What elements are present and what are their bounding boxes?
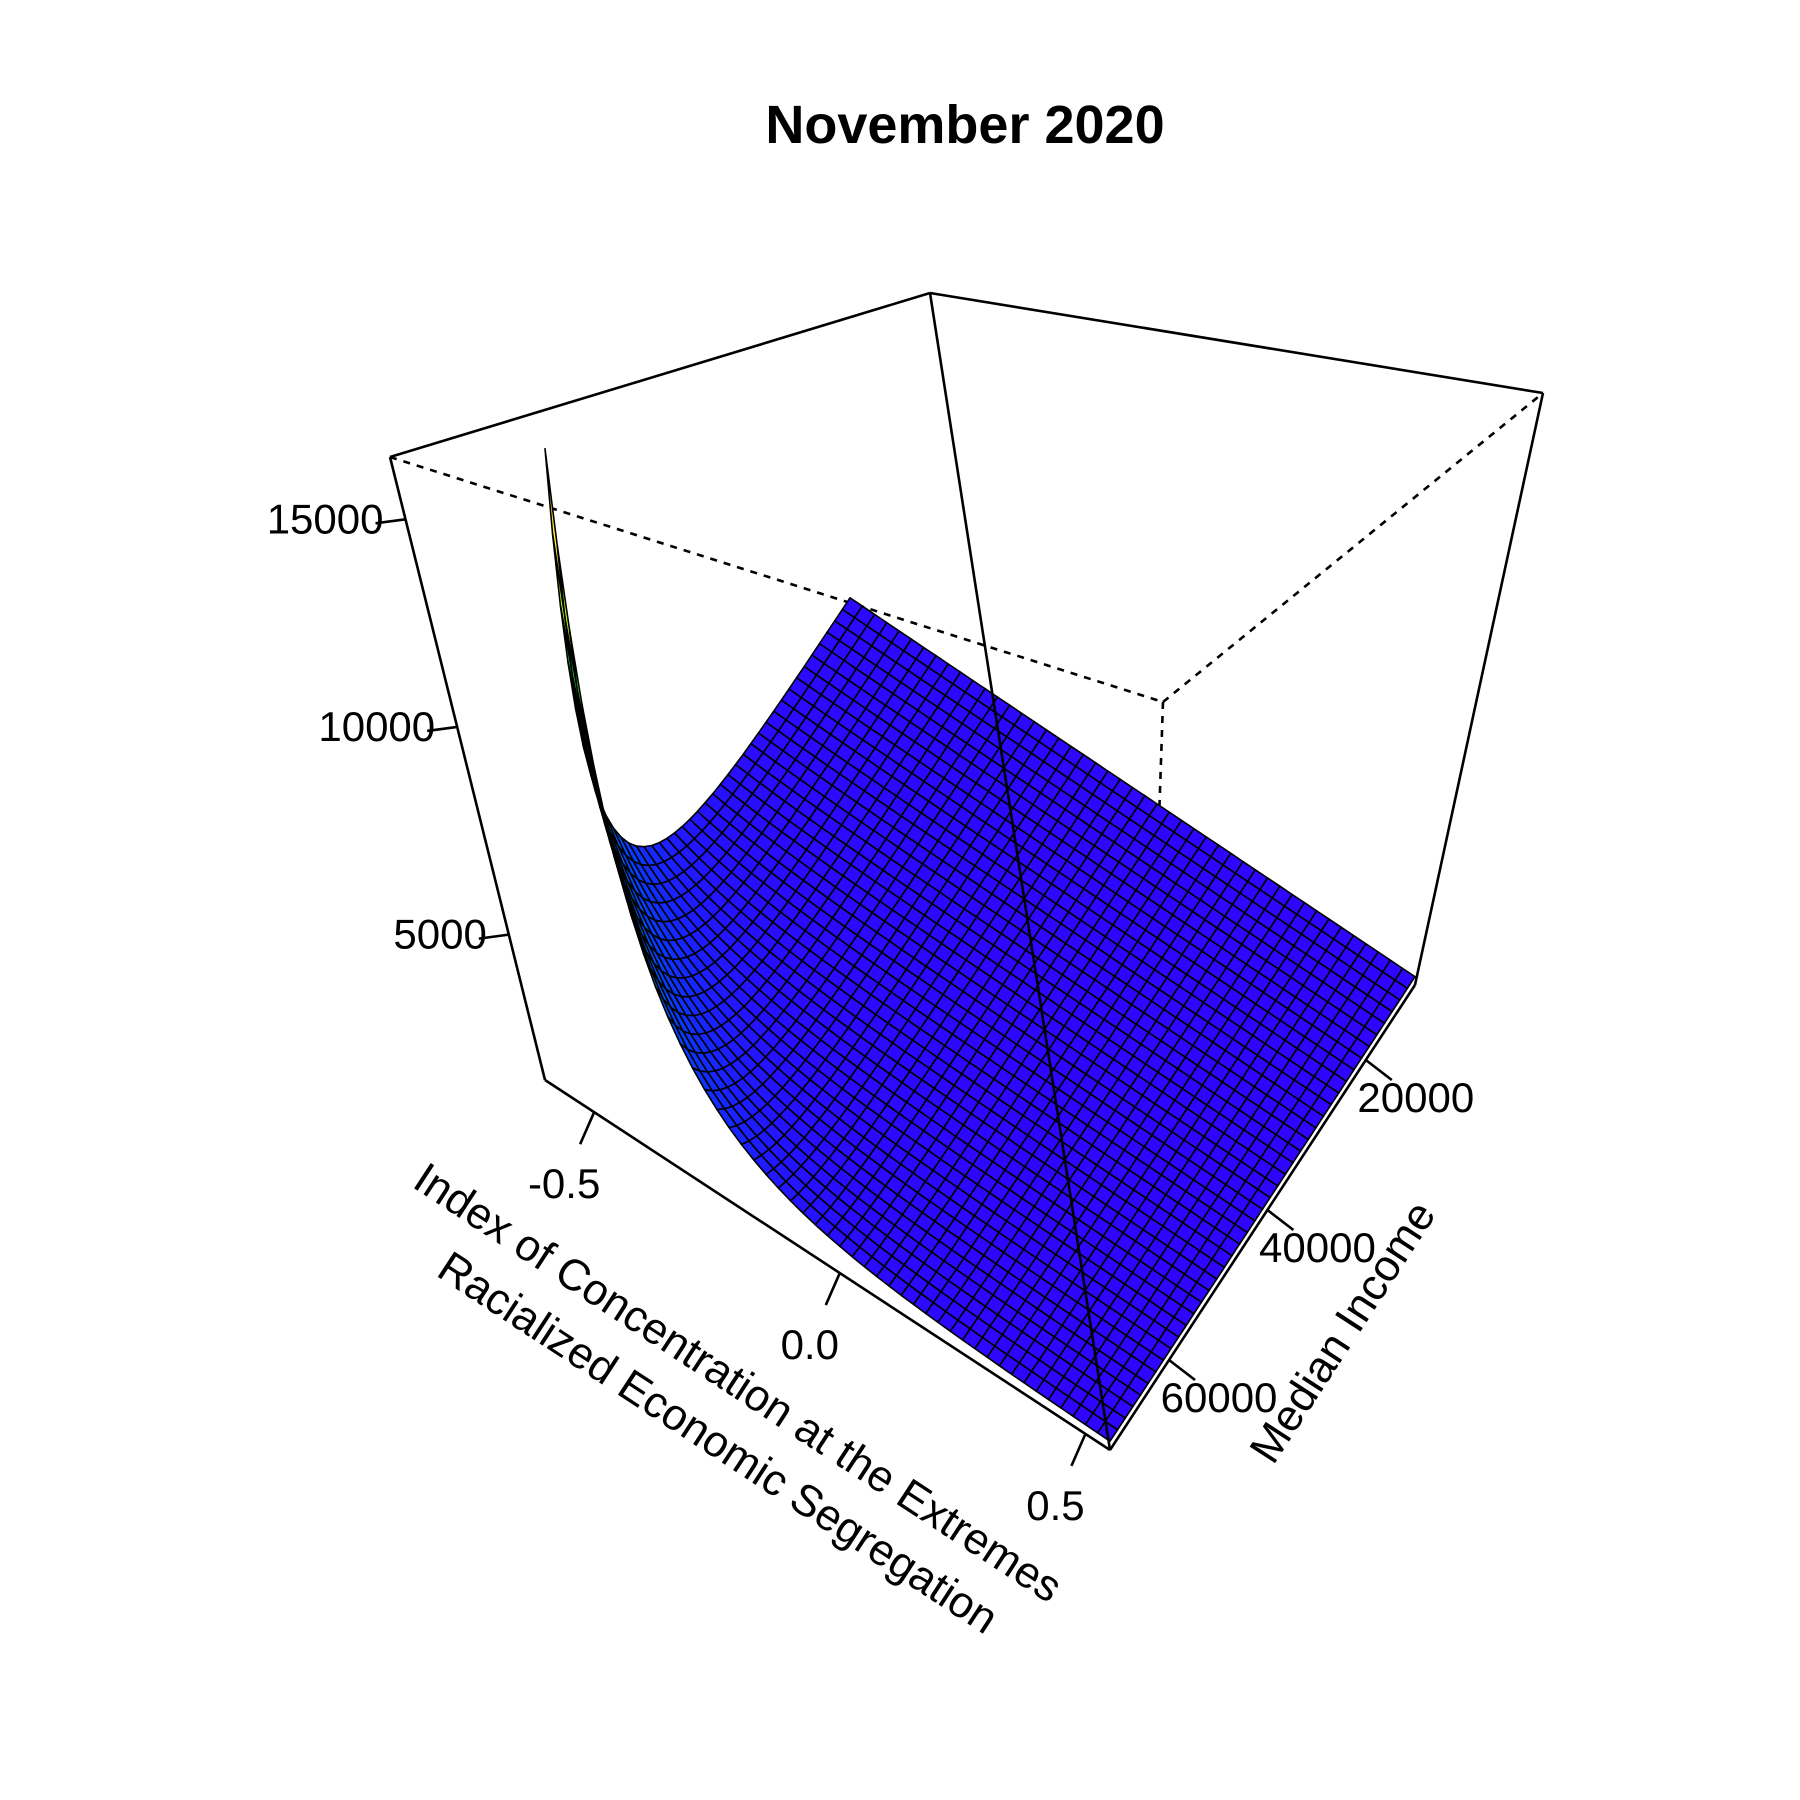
y-axis: 20000 40000 60000 [1161,1058,1474,1421]
box-front-edges [388,291,1545,1452]
box-edge-back-left-top [389,455,1164,704]
y-tick [1168,1358,1196,1382]
box-edge-top-left [389,291,931,459]
z-tick-label: 10000 [318,703,435,750]
box-edge-front-vertical [928,292,1112,1451]
x-axis: -0.5 0.0 0.5 [528,1111,1087,1529]
z-tick-label: 5000 [393,911,486,958]
x-tick [578,1111,596,1145]
x-tick-label: 0.5 [1026,1482,1084,1529]
z-tick [478,933,510,940]
chart-title: November 2020 [765,95,1164,155]
x-tick [1070,1433,1087,1467]
z-axis: 5000 10000 15000 [267,495,510,958]
y-tick [1365,1058,1393,1082]
x-tick-label: 0.0 [781,1321,839,1368]
box-edge-bottom-left [544,1078,1111,1452]
y-tick-label: 40000 [1259,1224,1376,1271]
y-tick-label: 20000 [1357,1074,1474,1121]
surface-facet [1394,967,1416,990]
x-tick [824,1272,841,1306]
box-edge-right-vertical [1413,392,1545,986]
y-tick-label: 60000 [1161,1374,1278,1421]
x-tick-label: -0.5 [528,1160,600,1207]
z-tick [426,725,458,733]
y-tick [1266,1208,1295,1232]
box-edge-bottom-right [1108,984,1417,1451]
surface [544,447,1416,1442]
box-edge-back-right-top [1162,391,1544,704]
z-tick-label: 15000 [267,495,384,542]
box-edge-top-right [929,291,1544,395]
box-edge-left-vertical [388,456,547,1081]
z-tick [375,518,406,525]
